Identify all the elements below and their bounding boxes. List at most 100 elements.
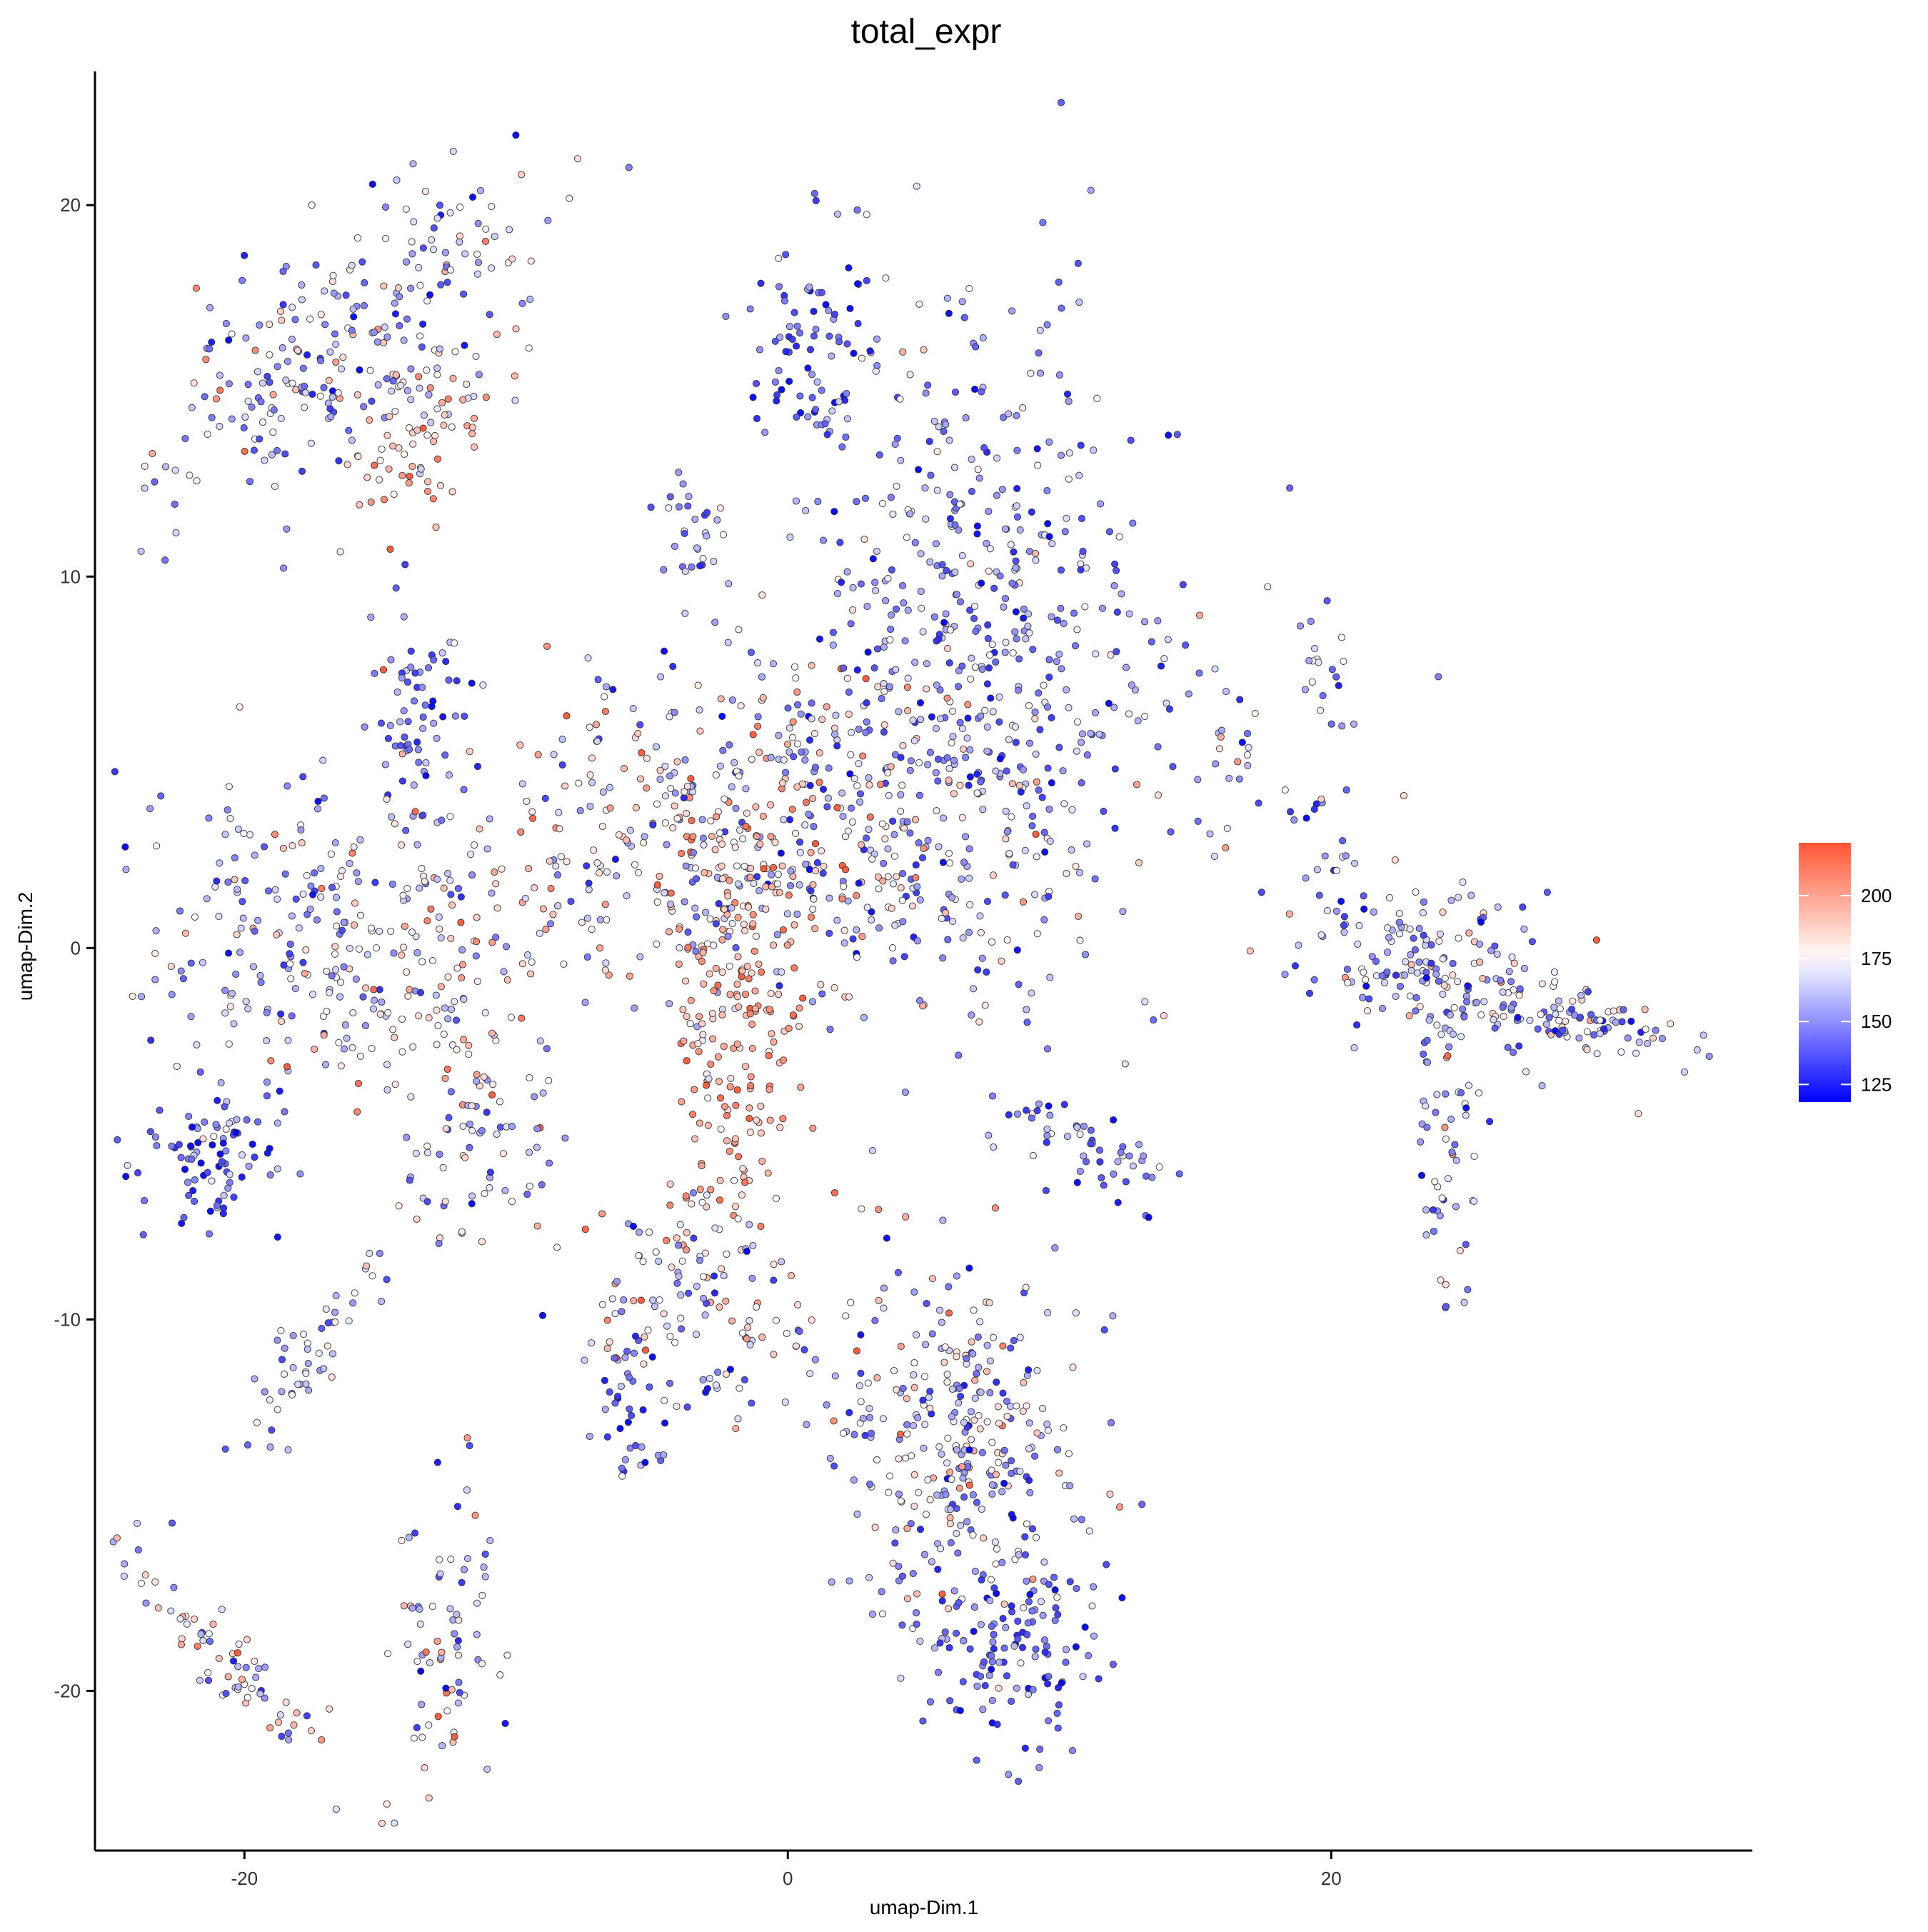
data-point	[366, 416, 373, 424]
data-point	[273, 1336, 281, 1344]
data-point	[873, 645, 882, 653]
data-point	[194, 1642, 201, 1650]
data-point	[288, 912, 296, 920]
data-point	[322, 1305, 330, 1313]
data-point	[836, 539, 844, 546]
data-point	[538, 1181, 546, 1188]
data-point	[463, 380, 471, 389]
data-point	[1433, 1091, 1441, 1098]
data-point	[912, 874, 920, 881]
data-point	[378, 1298, 386, 1306]
data-point	[1043, 1131, 1051, 1140]
data-point	[1025, 1366, 1033, 1374]
data-point	[768, 883, 775, 891]
data-point	[1019, 404, 1027, 412]
data-point	[496, 1123, 504, 1131]
data-point	[407, 396, 415, 404]
data-point	[415, 373, 423, 381]
data-point	[735, 772, 743, 780]
data-point	[850, 1476, 858, 1484]
data-point	[1211, 665, 1219, 673]
data-point	[793, 322, 801, 330]
data-point	[455, 1616, 463, 1624]
data-point	[623, 836, 631, 844]
data-point	[949, 917, 957, 925]
data-point	[468, 1192, 476, 1200]
data-point	[1096, 1158, 1104, 1166]
data-point	[694, 681, 702, 689]
data-point	[831, 731, 839, 739]
data-point	[683, 1246, 691, 1254]
data-point	[354, 452, 362, 461]
data-point	[715, 1078, 723, 1086]
data-point	[721, 906, 728, 914]
data-point	[995, 1458, 1003, 1466]
data-point	[1063, 686, 1070, 694]
data-point	[1520, 964, 1528, 973]
data-point	[1537, 1011, 1545, 1018]
data-point	[465, 1051, 473, 1058]
data-point	[661, 889, 668, 897]
data-point	[438, 1648, 446, 1656]
data-point	[855, 1382, 863, 1390]
data-point	[1244, 761, 1252, 769]
data-point	[473, 938, 481, 946]
data-point	[371, 461, 378, 469]
data-point	[1368, 953, 1376, 961]
data-point	[511, 396, 519, 404]
data-point	[1135, 1141, 1143, 1148]
data-point	[998, 957, 1005, 965]
data-point	[1148, 1173, 1156, 1181]
data-point	[273, 1233, 281, 1241]
data-point	[705, 1075, 713, 1083]
data-point	[337, 365, 346, 373]
data-point	[383, 1800, 391, 1808]
data-point	[1010, 1642, 1018, 1650]
data-point	[752, 932, 760, 940]
data-point	[733, 1040, 741, 1048]
data-point	[536, 1037, 544, 1045]
data-point	[755, 346, 764, 354]
data-point	[898, 582, 907, 590]
data-point	[1552, 1010, 1560, 1018]
data-point	[224, 878, 232, 886]
data-point	[782, 348, 790, 356]
data-point	[787, 1271, 795, 1280]
data-point	[1045, 893, 1053, 901]
data-point	[748, 969, 755, 977]
data-point	[912, 1608, 920, 1617]
data-point	[681, 977, 690, 985]
data-point	[710, 557, 718, 566]
data-point	[443, 1707, 451, 1715]
data-point	[1411, 946, 1419, 954]
data-point	[969, 1491, 977, 1498]
data-point	[1140, 1152, 1148, 1160]
data-point	[1436, 1212, 1444, 1220]
data-point	[748, 1274, 756, 1282]
data-point	[332, 358, 340, 366]
data-point	[1039, 1611, 1047, 1619]
data-point	[1175, 1170, 1183, 1178]
data-point	[258, 379, 266, 387]
data-point	[1467, 891, 1475, 899]
data-point	[908, 902, 917, 910]
data-point	[1011, 723, 1019, 731]
data-point	[865, 826, 873, 834]
data-point	[916, 699, 925, 707]
data-point	[739, 835, 747, 843]
data-point	[456, 204, 464, 211]
data-point	[266, 1443, 274, 1451]
data-point	[783, 1329, 790, 1337]
data-point	[840, 883, 848, 891]
data-point	[863, 718, 870, 726]
data-point	[767, 833, 775, 841]
data-point	[302, 1370, 310, 1378]
data-point	[320, 1031, 328, 1039]
data-point	[1025, 1419, 1033, 1427]
data-point	[778, 386, 785, 394]
data-point	[1111, 560, 1119, 568]
data-point	[716, 762, 724, 770]
data-point	[849, 606, 857, 614]
data-point	[935, 1443, 943, 1451]
